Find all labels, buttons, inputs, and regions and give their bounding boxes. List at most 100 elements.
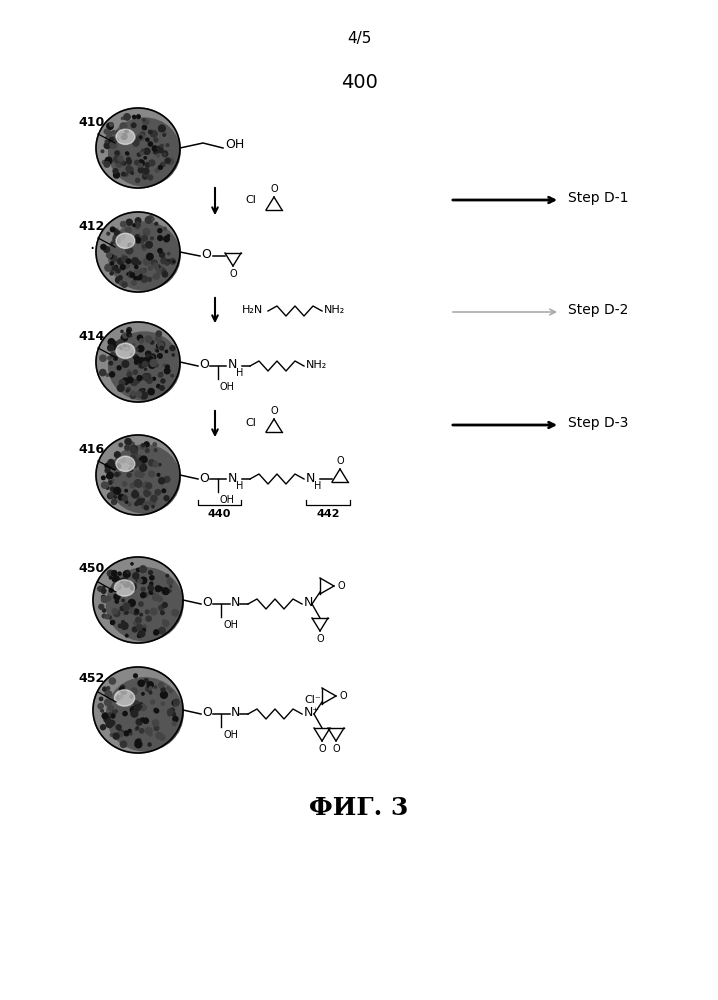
Ellipse shape: [146, 616, 151, 621]
Ellipse shape: [108, 345, 113, 351]
Ellipse shape: [125, 611, 128, 614]
Ellipse shape: [109, 138, 113, 142]
Ellipse shape: [114, 452, 120, 458]
Ellipse shape: [156, 331, 162, 336]
Ellipse shape: [121, 265, 125, 270]
Text: 452: 452: [78, 672, 104, 685]
Ellipse shape: [135, 160, 139, 165]
Ellipse shape: [172, 610, 178, 616]
Ellipse shape: [146, 374, 151, 379]
Ellipse shape: [157, 350, 159, 352]
Ellipse shape: [105, 468, 110, 473]
Ellipse shape: [129, 607, 134, 613]
Ellipse shape: [157, 147, 159, 150]
Ellipse shape: [148, 216, 154, 221]
Ellipse shape: [154, 709, 159, 713]
Ellipse shape: [162, 272, 167, 277]
Ellipse shape: [113, 235, 120, 241]
Ellipse shape: [138, 681, 141, 684]
Ellipse shape: [137, 335, 143, 340]
Ellipse shape: [172, 722, 176, 726]
Ellipse shape: [120, 160, 123, 164]
Ellipse shape: [155, 586, 161, 592]
Ellipse shape: [161, 379, 165, 383]
Ellipse shape: [111, 242, 113, 244]
Ellipse shape: [120, 606, 124, 611]
Ellipse shape: [132, 352, 135, 354]
Ellipse shape: [147, 682, 153, 688]
Ellipse shape: [103, 586, 105, 588]
Ellipse shape: [110, 720, 115, 725]
Ellipse shape: [143, 228, 150, 235]
Ellipse shape: [140, 444, 145, 449]
Ellipse shape: [134, 621, 137, 625]
Ellipse shape: [163, 134, 165, 136]
Ellipse shape: [144, 172, 149, 177]
Ellipse shape: [134, 276, 138, 280]
Ellipse shape: [136, 380, 139, 383]
Ellipse shape: [117, 174, 119, 176]
Ellipse shape: [117, 385, 124, 391]
Ellipse shape: [123, 580, 130, 587]
Ellipse shape: [150, 360, 157, 366]
Ellipse shape: [167, 160, 171, 164]
Ellipse shape: [162, 620, 167, 623]
Ellipse shape: [100, 369, 106, 376]
Ellipse shape: [124, 731, 129, 736]
Ellipse shape: [135, 471, 141, 477]
Ellipse shape: [143, 718, 149, 723]
Ellipse shape: [126, 153, 129, 155]
Ellipse shape: [114, 580, 135, 596]
Ellipse shape: [148, 278, 151, 281]
Ellipse shape: [156, 336, 161, 341]
Ellipse shape: [154, 630, 159, 635]
Ellipse shape: [140, 132, 145, 137]
Ellipse shape: [151, 341, 154, 344]
Ellipse shape: [134, 361, 139, 364]
Ellipse shape: [123, 482, 127, 486]
Ellipse shape: [139, 164, 142, 167]
Ellipse shape: [131, 710, 138, 717]
Ellipse shape: [136, 482, 141, 487]
Ellipse shape: [155, 490, 161, 495]
Ellipse shape: [121, 621, 124, 624]
Ellipse shape: [113, 610, 120, 617]
Ellipse shape: [130, 483, 135, 488]
Ellipse shape: [134, 705, 141, 711]
Ellipse shape: [98, 703, 103, 709]
Ellipse shape: [109, 678, 116, 684]
Ellipse shape: [149, 130, 152, 134]
Ellipse shape: [142, 246, 146, 250]
Ellipse shape: [115, 472, 119, 477]
Ellipse shape: [139, 566, 146, 573]
Text: Cl: Cl: [245, 418, 256, 428]
Ellipse shape: [152, 720, 159, 726]
Ellipse shape: [136, 568, 140, 572]
Ellipse shape: [140, 456, 147, 463]
Ellipse shape: [154, 686, 157, 688]
Ellipse shape: [146, 138, 149, 141]
Ellipse shape: [167, 158, 173, 165]
Text: O: O: [201, 248, 211, 261]
Ellipse shape: [123, 711, 127, 716]
Ellipse shape: [107, 123, 113, 129]
Ellipse shape: [139, 602, 143, 606]
Ellipse shape: [117, 456, 123, 462]
Ellipse shape: [126, 347, 129, 350]
Ellipse shape: [128, 370, 131, 373]
Ellipse shape: [153, 263, 158, 268]
Ellipse shape: [110, 142, 117, 149]
Ellipse shape: [154, 632, 157, 635]
Ellipse shape: [152, 506, 154, 508]
Ellipse shape: [126, 330, 130, 333]
Text: N: N: [228, 359, 238, 371]
Text: O: O: [332, 744, 340, 754]
Ellipse shape: [134, 701, 139, 707]
Ellipse shape: [131, 244, 133, 246]
Ellipse shape: [108, 339, 114, 345]
Ellipse shape: [108, 445, 180, 513]
Ellipse shape: [130, 469, 133, 471]
Ellipse shape: [129, 274, 132, 277]
Ellipse shape: [125, 489, 127, 492]
Ellipse shape: [128, 163, 131, 166]
